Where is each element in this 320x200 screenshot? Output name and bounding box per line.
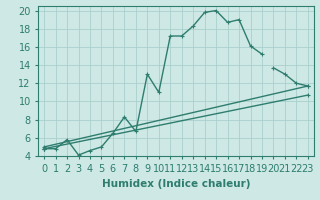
X-axis label: Humidex (Indice chaleur): Humidex (Indice chaleur)	[102, 179, 250, 189]
